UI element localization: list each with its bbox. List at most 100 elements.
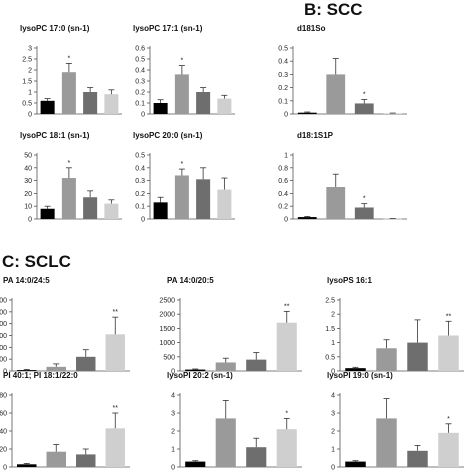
panel-11-y-tick-label: 1 <box>171 447 175 454</box>
panel-7-y-tick-label: 800 <box>0 321 7 328</box>
panel-11-bar-3 <box>246 447 267 467</box>
panel-6-y-tick-label: 0.8 <box>278 165 288 172</box>
panel-8-title: PA 14:0/20:5 <box>167 276 214 285</box>
panel-10-bar-1 <box>17 464 37 467</box>
panel-9-bar-1 <box>345 368 366 371</box>
panel-3-bar-4 <box>104 203 119 219</box>
panel-5-y-tick-label: 0.5 <box>278 46 288 53</box>
panel-2-y-tick-label: 0.2 <box>135 90 145 97</box>
panel-1-y-tick-label: 2 <box>28 68 32 75</box>
section-title-scc: B: SCC <box>304 0 363 19</box>
panel-5-significance: * <box>363 91 366 98</box>
panel-1-significance: * <box>68 55 71 62</box>
panel-10-bar-3 <box>76 454 96 467</box>
panel-2-y-tick-label: 0.1 <box>135 101 145 108</box>
panel-3-bar-1 <box>40 208 55 219</box>
panel-2-bar-3 <box>196 92 211 114</box>
panel-4-bar-3 <box>196 179 211 219</box>
panel-6-title: d18:1S1P <box>297 131 334 140</box>
panel-4-y-tick-label: 0.5 <box>135 153 145 160</box>
panel-10-y-tick-label: 0 <box>3 465 7 472</box>
panel-4-y-tick-label: 0.2 <box>135 191 145 198</box>
panel-4-y-tick-label: 0.3 <box>135 178 145 185</box>
panel-8-y-tick-label: 2000 <box>159 312 175 319</box>
panel-2-y-tick-label: 0.6 <box>135 46 145 53</box>
section-title-sclc: C: SCLC <box>2 252 71 271</box>
panel-9-y-tick-label: 2 <box>331 312 335 319</box>
panel-11-bar-1 <box>185 461 206 467</box>
panel-4-y-tick-label: 0 <box>141 217 145 224</box>
panel-2-y-tick-label: 0.4 <box>135 68 145 75</box>
panel-5-bar-1 <box>297 112 317 114</box>
panel-6-significance: * <box>363 196 366 203</box>
panel-4-bar-2 <box>174 175 189 219</box>
panel-5-bar-4 <box>383 113 403 114</box>
panel-4-title: lysoPC 20:0 (sn-1) <box>133 131 203 140</box>
panel-2-bar-4 <box>217 98 232 114</box>
panel-5-title: d181So <box>297 24 326 33</box>
panel-2-significance: * <box>181 58 184 65</box>
panel-7-bar-2 <box>46 366 66 371</box>
panel-9-y-tick-label: 0 <box>331 369 335 376</box>
panel-10-title: PI 40:1; PI 18:1/22:0 <box>3 371 78 380</box>
panel-7-y-tick-label: 0 <box>3 369 7 376</box>
panel-2-y-tick-label: 0.5 <box>135 57 145 64</box>
panel-12-y-tick-label: 1 <box>331 447 335 454</box>
panel-12-bar-1 <box>345 461 366 467</box>
panel-11-bar-4 <box>276 429 297 467</box>
panel-8-y-tick-label: 1500 <box>159 326 175 333</box>
panel-8-y-tick-label: 2500 <box>159 298 175 305</box>
panel-12-title: lysoPI 19:0 (sn-1) <box>327 371 393 380</box>
panel-1-y-tick-label: 1.5 <box>22 79 32 86</box>
panel-1-bar-4 <box>104 94 119 114</box>
panel-1-title: lysoPC 17:0 (sn-1) <box>20 24 90 33</box>
panel-2-bar-1 <box>153 103 168 114</box>
panel-3-bar-2 <box>61 178 76 219</box>
panel-2-bar-2 <box>174 74 189 114</box>
panel-1-y-tick-label: 0 <box>28 112 32 119</box>
panel-10-y-tick-label: 80 <box>0 393 7 400</box>
panel-7-bar-4 <box>105 334 125 371</box>
panel-6-bar-2 <box>326 187 346 219</box>
panel-5-y-tick-label: 0.3 <box>278 72 288 79</box>
panel-11-y-tick-label: 0 <box>171 465 175 472</box>
panel-9-y-tick-label: 1.5 <box>325 326 335 333</box>
panel-7-bar-1 <box>17 370 37 371</box>
panel-9-title: lysoPS 16:1 <box>327 276 372 285</box>
panel-5-y-tick-label: 0 <box>284 112 288 119</box>
panel-6-bar-4 <box>383 218 403 220</box>
panel-11-bar-2 <box>215 418 236 467</box>
panel-9-bar-2 <box>376 348 397 371</box>
panel-5-y-tick-label: 0.2 <box>278 85 288 92</box>
panel-12-y-tick-label: 0 <box>331 465 335 472</box>
panel-11-y-tick-label: 2 <box>171 429 175 436</box>
panel-8-bar-1 <box>185 369 206 371</box>
panel-12-bar-3 <box>407 450 428 467</box>
panel-8-y-tick-label: 0 <box>171 369 175 376</box>
panel-7-y-tick-label: 400 <box>0 345 7 352</box>
panel-9-bar-4 <box>438 335 459 371</box>
panel-10-y-tick-label: 40 <box>0 429 7 436</box>
panel-1-y-tick-label: 1 <box>28 90 32 97</box>
panel-8-y-tick-label: 500 <box>163 354 175 361</box>
panel-1-bar-3 <box>83 92 98 114</box>
panel-7-y-tick-label: 1200 <box>0 298 7 305</box>
panel-8-bar-3 <box>246 359 267 371</box>
panel-8-y-tick-label: 1000 <box>159 340 175 347</box>
panel-1-bar-1 <box>40 100 55 114</box>
panel-7-y-tick-label: 600 <box>0 333 7 340</box>
panel-6-y-tick-label: 0 <box>284 217 288 224</box>
panel-1-bar-2 <box>61 72 76 114</box>
panel-10-bar-4 <box>105 428 125 467</box>
panel-6-y-tick-label: 0.6 <box>278 178 288 185</box>
panel-6-y-tick-label: 1 <box>284 153 288 160</box>
panel-5-bar-3 <box>354 103 374 114</box>
panel-9-y-tick-label: 2.5 <box>325 298 335 305</box>
panel-7-significance: ** <box>113 309 119 316</box>
panel-2-y-tick-label: 0 <box>141 112 145 119</box>
panel-3-significance: * <box>68 160 71 167</box>
panel-4-significance: * <box>181 161 184 168</box>
panel-6-bar-1 <box>297 217 317 219</box>
panel-5-y-tick-label: 0.4 <box>278 59 288 66</box>
panel-7-title: PA 14:0/24:5 <box>3 276 50 285</box>
